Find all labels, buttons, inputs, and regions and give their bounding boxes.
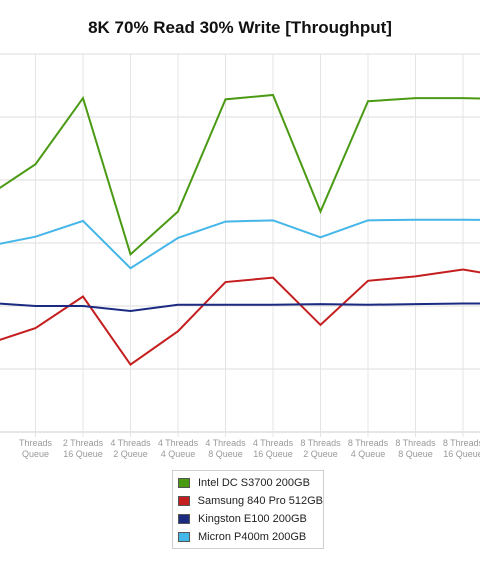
legend-item: Kingston E100 200GB xyxy=(173,510,323,528)
legend-item: Micron P400m 200GB xyxy=(173,528,323,546)
legend-swatch xyxy=(178,478,190,488)
x-tick-label: 8 Threads 16 Queue xyxy=(443,438,480,459)
legend: Intel DC S3700 200GB Samsung 840 Pro 512G… xyxy=(172,470,324,549)
series-line-1 xyxy=(0,268,480,366)
x-tick-label: 8 Threads 8 Queue xyxy=(395,438,436,459)
x-tick-label: 2 Threads 16 Queue xyxy=(63,438,104,459)
legend-item: Intel DC S3700 200GB xyxy=(173,474,323,492)
x-tick-label: 8 Threads 2 Queue xyxy=(300,438,341,459)
x-tick-label: 4 Threads 8 Queue xyxy=(205,438,246,459)
series-line-3 xyxy=(0,218,480,270)
x-tick-label: 4 Threads 4 Queue xyxy=(158,438,199,459)
legend-label: Intel DC S3700 200GB xyxy=(198,477,310,489)
x-tick-label: 4 Threads 16 Queue xyxy=(253,438,294,459)
series-lines xyxy=(0,93,480,366)
series-line-2 xyxy=(0,302,480,313)
chart-title: 8K 70% Read 30% Write [Throughput] xyxy=(88,18,392,37)
x-tick-label: Threads Queue xyxy=(19,438,53,459)
legend-label: Samsung 840 Pro 512GB xyxy=(197,495,323,507)
grid xyxy=(0,53,480,437)
x-axis-tick-labels: Threads Queue 2 Threads 16 Queue 4 Threads 2 … xyxy=(19,438,480,459)
legend-swatch xyxy=(178,532,190,542)
x-tick-label: 8 Threads 4 Queue xyxy=(348,438,389,459)
plot-area: Threads Queue 2 Threads 16 Queue 4 Threads 2 … xyxy=(0,53,480,459)
legend-label: Micron P400m 200GB xyxy=(198,531,307,543)
x-tick-label: 4 Threads 2 Queue xyxy=(110,438,151,459)
series-line-0 xyxy=(0,93,480,257)
legend-swatch xyxy=(178,514,190,524)
legend-swatch xyxy=(178,496,190,506)
legend-item: Samsung 840 Pro 512GB xyxy=(173,492,323,510)
legend-label: Kingston E100 200GB xyxy=(198,513,307,525)
